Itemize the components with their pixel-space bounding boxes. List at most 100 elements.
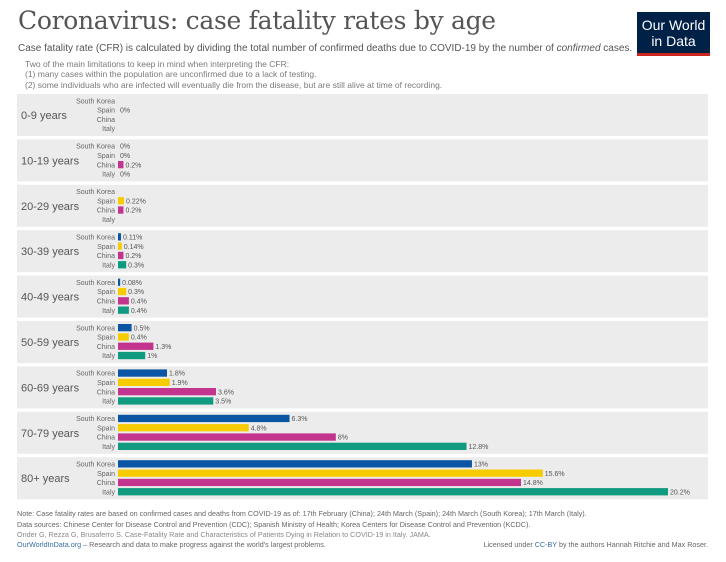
value-label: 0.2%	[125, 253, 141, 260]
bar	[118, 197, 124, 205]
license-link[interactable]: CC-BY	[534, 540, 557, 549]
bar	[118, 233, 121, 241]
value-label: 20.2%	[670, 489, 690, 496]
bar	[118, 414, 290, 423]
bar	[118, 378, 170, 386]
note-line: Two of the main limitations to keep in m…	[25, 59, 290, 69]
age-group-label: 60-69 years	[21, 382, 80, 394]
country-label: South Korea	[76, 189, 115, 196]
footer-reference: Onder G, Rezza G, Brusaferro S. Case-Fat…	[17, 530, 431, 539]
age-group-label: 10-19 years	[21, 155, 80, 167]
value-label: 14.8%	[523, 480, 543, 487]
site-link[interactable]: OurWorldInData.org	[17, 540, 82, 549]
logo-line: Our World	[641, 17, 706, 33]
note-line: (1) many cases within the population are…	[25, 69, 317, 80]
value-label: 1.9%	[172, 380, 188, 387]
age-group-label: 70-79 years	[21, 428, 80, 440]
value-label: 0%	[120, 144, 130, 151]
country-label: South Korea	[76, 325, 115, 332]
country-label: China	[97, 208, 115, 215]
country-label: South Korea	[76, 280, 115, 287]
value-label: 0%	[120, 108, 130, 115]
age-group-band	[17, 230, 708, 273]
bar	[118, 251, 124, 260]
value-label: 13%	[474, 461, 488, 468]
country-label: Spain	[97, 425, 115, 432]
age-group-label: 80+ years	[21, 473, 70, 485]
country-label: China	[97, 162, 115, 169]
value-label: 4.8%	[251, 425, 267, 432]
logo-line: in Data	[651, 33, 696, 49]
country-label: China	[97, 435, 115, 442]
country-label: Spain	[97, 153, 115, 160]
value-label: 0.3%	[128, 289, 144, 296]
bar	[118, 306, 129, 314]
country-label: Spain	[97, 244, 115, 251]
country-label: Spain	[97, 380, 115, 387]
country-label: Italy	[102, 172, 115, 179]
bar	[118, 460, 472, 468]
value-label: 0.08%	[122, 280, 142, 287]
country-label: Italy	[102, 308, 115, 315]
bar	[118, 424, 249, 432]
country-label: South Korea	[76, 371, 115, 378]
bar	[118, 397, 214, 405]
country-label: China	[97, 480, 115, 487]
country-label: China	[97, 389, 115, 396]
country-label: Italy	[102, 217, 115, 224]
bar	[118, 388, 217, 396]
country-label: Italy	[102, 399, 115, 406]
footer-sources: Data sources: Chinese Center for Disease…	[17, 520, 531, 529]
bar	[118, 287, 127, 296]
value-label: 0.5%	[134, 325, 150, 332]
note-line: (2) some individuals who are infected wi…	[25, 79, 443, 90]
bar	[118, 469, 543, 477]
country-label: Spain	[97, 198, 115, 205]
value-label: 3.5%	[215, 399, 231, 406]
bar	[118, 297, 129, 305]
bar	[118, 324, 132, 332]
bar	[118, 351, 146, 360]
chart-title: Coronavirus: case fatality rates by age	[18, 6, 496, 35]
bar	[118, 342, 154, 350]
value-label: 0.4%	[131, 335, 147, 342]
value-label: 0.4%	[131, 298, 147, 305]
value-label: 0.2%	[125, 162, 141, 169]
value-label: 0%	[120, 172, 130, 179]
bar	[118, 242, 122, 250]
value-label: 0.4%	[131, 308, 147, 315]
age-group-label: 30-39 years	[21, 246, 80, 258]
footer-site: OurWorldInData.org – Research and data t…	[17, 540, 326, 549]
value-label: 0.2%	[125, 208, 141, 215]
age-group-band	[17, 94, 708, 136]
country-label: South Korea	[76, 234, 115, 241]
country-label: Italy	[102, 126, 115, 133]
footer-note: Note: Case fatality rates are based on c…	[17, 509, 587, 518]
bar	[118, 442, 467, 450]
age-group-band	[17, 275, 708, 318]
value-label: 1%	[147, 353, 157, 360]
country-label: Italy	[102, 444, 115, 451]
country-label: South Korea	[76, 98, 115, 105]
chart-subtitle: Case fatality rate (CFR) is calculated b…	[18, 43, 633, 54]
country-label: Spain	[97, 471, 115, 478]
age-group-band	[17, 184, 708, 227]
value-label: 0%	[120, 153, 130, 160]
country-label: Spain	[97, 335, 115, 342]
country-label: Italy	[102, 353, 115, 360]
country-label: China	[97, 253, 115, 260]
bar	[118, 261, 127, 269]
owid-logo[interactable]: Our World in Data	[637, 12, 710, 56]
bar	[118, 278, 121, 286]
value-label: 1.8%	[169, 371, 185, 378]
country-label: Italy	[102, 489, 115, 496]
country-label: South Korea	[76, 144, 115, 151]
limitations-notes: Two of the main limitations to keep in m…	[25, 59, 442, 90]
bar	[118, 478, 521, 487]
country-label: Spain	[97, 289, 115, 296]
age-group-label: 40-49 years	[21, 292, 80, 304]
bar	[118, 333, 129, 341]
value-label: 0.14%	[124, 244, 144, 251]
value-label: 0.3%	[128, 262, 144, 269]
